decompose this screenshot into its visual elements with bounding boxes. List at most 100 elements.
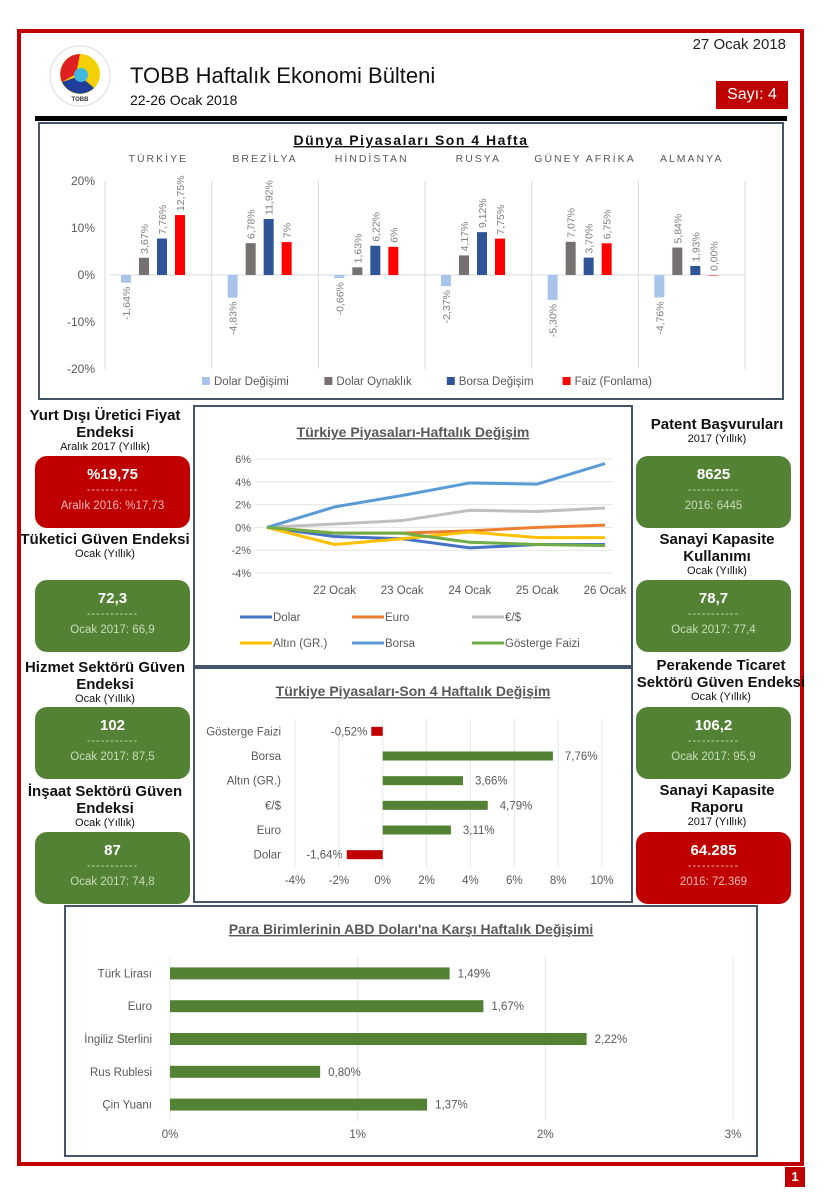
- bar: [170, 1098, 428, 1111]
- legend-label: Altın (GR.): [273, 638, 327, 650]
- legend-label: Gösterge Faizi: [505, 638, 580, 650]
- kpi-previous: Aralık 2016: %17,73: [60, 500, 165, 512]
- bar: [370, 245, 381, 275]
- category-label: HİNDİSTAN: [335, 152, 409, 165]
- data-label: -5,30%: [548, 304, 560, 337]
- bar: [583, 257, 594, 275]
- kpi-value: 72,3: [97, 590, 128, 607]
- legend-label: Borsa Değişim: [459, 376, 534, 388]
- x-tick-label: 0%: [374, 875, 391, 887]
- bulletin-title: TOBB Haftalık Ekonomi Bülteni: [130, 63, 436, 88]
- bar: [495, 238, 505, 275]
- kpi-divider: -----------: [687, 735, 740, 747]
- kpi-divider: -----------: [86, 735, 139, 747]
- category-label: Rus Rublesi: [90, 1067, 152, 1079]
- bar: [547, 275, 558, 300]
- kpi-previous: Ocak 2017: 66,9: [70, 624, 155, 636]
- data-label: -4,83%: [228, 302, 240, 335]
- kpi-divider: -----------: [86, 484, 139, 496]
- kpi-value: 8625: [696, 466, 731, 483]
- data-label: 6,78%: [246, 209, 258, 239]
- kpi-previous: Ocak 2017: 87,5: [70, 751, 155, 763]
- kpi-value: 102: [99, 717, 126, 734]
- data-label: 3,67%: [139, 224, 151, 254]
- kpi-previous: 2016: 6445: [684, 500, 743, 512]
- data-label: 4,17%: [459, 222, 471, 252]
- kpi-title: Hizmet Sektörü Güven Endeksi Ocak (Yıllı…: [20, 659, 190, 706]
- kpi-card-construction-confidence: 87 ----------- Ocak 2017: 74,8: [35, 832, 190, 904]
- bar: [382, 751, 553, 761]
- data-label: 0,80%: [328, 1067, 361, 1079]
- kpi-title: Patent Başvuruları 2017 (Yıllık): [632, 416, 802, 446]
- kpi-card-capacity-report: 64.285 ----------- 2016: 72.369: [636, 832, 791, 904]
- kpi-title: Tüketici Güven Endeksi Ocak (Yıllık): [20, 531, 190, 561]
- kpi-divider: -----------: [687, 608, 740, 620]
- currency-change-chart: Para Birimlerinin ABD Doları'na Karşı Ha…: [64, 905, 758, 1157]
- data-label: 3,66%: [475, 776, 508, 788]
- kpi-subtitle: Ocak (Yıllık): [75, 693, 135, 705]
- y-tick-label: 2%: [235, 500, 251, 512]
- bar: [459, 255, 469, 275]
- chart-title: Türkiye Piyasaları-Son 4 Haftalık Değişi…: [276, 683, 551, 699]
- bar: [382, 800, 488, 810]
- kpi-card-services-confidence: 102 ----------- Ocak 2017: 87,5: [35, 707, 190, 779]
- data-label: -1,64%: [121, 287, 133, 320]
- kpi-title: İnşaat Sektörü Güven Endeksi Ocak (Yıllı…: [20, 783, 190, 830]
- data-label: 1,49%: [458, 968, 491, 980]
- y-tick-label: -2%: [231, 545, 251, 557]
- weekly-change-svg: Türkiye Piyasaları-Haftalık Değişim 6% 4% 2…: [231, 424, 626, 650]
- category-label: Dolar: [254, 850, 282, 862]
- category-label: Euro: [257, 825, 281, 837]
- x-tick-label: 2%: [537, 1129, 554, 1141]
- legend-label: Dolar: [273, 612, 301, 624]
- bar: [690, 265, 701, 275]
- legend-label: Dolar Değişimi: [214, 376, 289, 388]
- category-label: Türk Lirası: [98, 968, 152, 980]
- category-label: Borsa: [251, 751, 282, 763]
- kpi-value: 87: [104, 842, 121, 859]
- kpi-title: Yurt Dışı Üretici Fiyat Endeksi Aralık 2…: [20, 407, 190, 454]
- kpi-subtitle: 2017 (Yıllık): [687, 816, 747, 828]
- page-number: 1: [785, 1167, 805, 1187]
- weekly-change-chart: Türkiye Piyasaları-Haftalık Değişim 6% 4% 2…: [193, 405, 633, 667]
- data-label: 4,79%: [500, 800, 533, 812]
- bar: [708, 275, 719, 276]
- y-tick-label: 4%: [235, 477, 251, 489]
- x-tick-label: 2%: [418, 875, 435, 887]
- bar: [382, 776, 463, 786]
- x-tick-label: 22 Ocak: [313, 585, 356, 597]
- tobb-logo: TOBB: [48, 44, 112, 108]
- kpi-divider: -----------: [687, 484, 740, 496]
- kpi-previous: Ocak 2017: 77,4: [671, 624, 756, 636]
- legend-label: Faiz (Fonlama): [575, 376, 652, 388]
- bar: [346, 850, 383, 860]
- issue-badge: Sayı: 4: [716, 81, 788, 109]
- bulletin-date: 27 Ocak 2018: [692, 36, 786, 53]
- legend-label: Dolar Oynaklık: [336, 376, 412, 388]
- bar: [672, 247, 683, 275]
- legend-swatch: [202, 377, 210, 385]
- bar: [170, 1065, 321, 1078]
- data-label: 1,93%: [690, 232, 702, 262]
- kpi-subtitle: Ocak (Yıllık): [691, 691, 751, 703]
- kpi-subtitle: Ocak (Yıllık): [687, 565, 747, 577]
- category-label: BREZİLYA: [232, 152, 297, 165]
- bar: [565, 241, 576, 275]
- chart-title: Dünya Piyasaları Son 4 Hafta: [294, 132, 529, 148]
- bar: [170, 1033, 587, 1045]
- category-label: ALMANYA: [660, 153, 723, 165]
- data-label: 9,12%: [477, 198, 489, 228]
- kpi-divider: -----------: [86, 860, 139, 872]
- kpi-title-text: Tüketici Güven Endeksi: [20, 531, 190, 548]
- series-line: [266, 525, 606, 548]
- y-tick-label: 20%: [71, 174, 95, 188]
- category-label: Altın (GR.): [227, 776, 281, 788]
- y-tick-label: -20%: [67, 362, 95, 376]
- x-tick-label: 25 Ocak: [516, 585, 559, 597]
- four-week-change-chart: Türkiye Piyasaları-Son 4 Haftalık Değişi…: [193, 667, 633, 903]
- bar: [371, 726, 383, 736]
- bar: [441, 275, 451, 287]
- data-label: 3,70%: [584, 224, 596, 254]
- logo-text: TOBB: [72, 97, 90, 103]
- data-label: -4,76%: [654, 301, 666, 334]
